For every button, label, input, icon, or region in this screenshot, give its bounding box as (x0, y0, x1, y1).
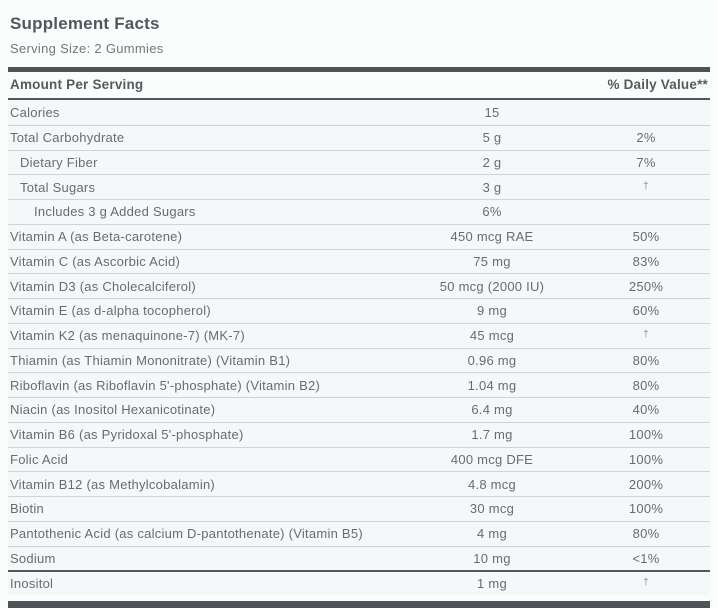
row-daily-value: <1% (632, 550, 660, 566)
row-amount-value: 4 mg (477, 526, 507, 542)
row-nutrient-label: Sodium (10, 550, 56, 566)
table-row: Calories 15 (8, 100, 710, 125)
table-row: Total Carbohydrate 5 g 2% (8, 124, 710, 150)
table-row: Vitamin B12 (as Methylcobalamin) 4.8 mcg… (8, 471, 710, 496)
row-nutrient-label: Vitamin K2 (as menaquinone-7) (MK-7) (10, 328, 245, 344)
table-row: Dietary Fiber 2 g 7% (8, 149, 710, 175)
row-amount-value: 1.7 mg (471, 427, 513, 443)
row-nutrient-label: Inositol (10, 576, 54, 592)
table-row: Riboflavin (as Riboflavin 5'-phosphate) … (8, 372, 710, 397)
row-nutrient-label: Folic Acid (10, 451, 69, 467)
row-daily-value: 80% (632, 352, 660, 368)
dagger-footnote-symbol: † (643, 329, 649, 341)
table-header-row: Amount Per Serving % Daily Value** (8, 72, 710, 100)
row-amount-value: 0.96 mg (467, 352, 517, 368)
facts-table-body: Calories 15 Total Carbohydrate 5 g 2% Di… (8, 100, 710, 595)
row-daily-value: 100% (628, 427, 664, 443)
row-daily-value: 200% (628, 476, 664, 492)
row-nutrient-label: Vitamin B6 (as Pyridoxal 5'-phosphate) (10, 427, 244, 443)
table-row: Inositol 1 mg † (8, 570, 710, 595)
table-row: Vitamin A (as Beta-carotene) 450 mcg RAE… (8, 223, 710, 249)
row-daily-value: † (582, 328, 710, 343)
row-daily-value: 80% (632, 377, 660, 393)
row-nutrient-label: Biotin (10, 501, 45, 517)
row-amount-value: 45 mcg (469, 328, 515, 344)
row-daily-value: † (582, 576, 710, 591)
row-nutrient-label: Calories (10, 104, 60, 120)
table-row: Vitamin C (as Ascorbic Acid) 75 mg 83% (8, 248, 710, 274)
table-row: Niacin (as Inositol Hexanicotinate) 6.4 … (8, 397, 710, 422)
row-daily-value: 40% (632, 402, 660, 418)
row-amount-value: 1.04 mg (467, 377, 517, 393)
row-amount-value: 5 g (482, 130, 502, 146)
row-daily-value: 250% (628, 278, 664, 294)
row-nutrient-label: Vitamin E (as d-alpha tocopherol) (10, 303, 211, 319)
row-daily-value: 2% (636, 130, 656, 146)
row-nutrient-label: Vitamin B12 (as Methylcobalamin) (10, 476, 216, 492)
table-row: Pantothenic Acid (as calcium D-pantothen… (8, 520, 710, 546)
row-amount-value: 4.8 mcg (468, 476, 516, 492)
top-divider-bar (8, 67, 710, 72)
row-amount-value: 400 mcg DFE (450, 451, 534, 467)
row-nutrient-label: Includes 3 g Added Sugars (34, 204, 196, 220)
row-amount-value: 2 g (482, 154, 502, 170)
table-row: Vitamin E (as d-alpha tocopherol) 9 mg 6… (8, 298, 710, 323)
row-nutrient-label: Vitamin D3 (as Cholecalciferol) (10, 278, 196, 294)
row-daily-value: 80% (632, 526, 660, 542)
row-amount-value: 6.4 mg (471, 402, 513, 418)
row-daily-value: † (582, 180, 710, 195)
table-row: Thiamin (as Thiamin Mononitrate) (Vitami… (8, 347, 710, 373)
row-nutrient-label: Riboflavin (as Riboflavin 5'-phosphate) … (10, 377, 321, 393)
table-row: Total Sugars 3 g † (8, 174, 710, 199)
row-daily-value: 50% (632, 229, 660, 245)
row-daily-value: 7% (636, 154, 656, 170)
row-amount-value: 1 mg (477, 576, 507, 592)
row-amount-value: 50 mcg (2000 IU) (439, 278, 545, 294)
page-title: Supplement Facts (10, 14, 160, 33)
table-row: Folic Acid 400 mcg DFE 100% (8, 446, 710, 472)
row-nutrient-label: Vitamin A (as Beta-carotene) (10, 229, 183, 245)
row-amount-value: 3 g (482, 179, 502, 195)
row-amount-value: 6% (482, 204, 502, 220)
row-nutrient-label: Thiamin (as Thiamin Mononitrate) (Vitami… (10, 352, 291, 368)
row-daily-value: 100% (628, 501, 664, 517)
row-amount-value: 75 mg (473, 253, 511, 269)
table-row: Vitamin B6 (as Pyridoxal 5'-phosphate) 1… (8, 421, 710, 447)
row-amount-value: 450 mcg RAE (450, 229, 534, 245)
row-nutrient-label: Total Carbohydrate (10, 130, 125, 146)
serving-size-text: Serving Size: 2 Gummies (10, 41, 164, 56)
table-row: Biotin 30 mcg 100% (8, 496, 710, 521)
row-amount-value: 15 (484, 104, 500, 120)
row-amount-value: 10 mg (473, 550, 511, 566)
bottom-divider-bar (8, 601, 710, 608)
row-nutrient-label: Vitamin C (as Ascorbic Acid) (10, 253, 181, 269)
table-row: Sodium 10 mg <1% (8, 545, 710, 571)
row-nutrient-label: Niacin (as Inositol Hexanicotinate) (10, 402, 216, 418)
table-row: Vitamin D3 (as Cholecalciferol) 50 mcg (… (8, 273, 710, 298)
row-amount-value: 30 mcg (469, 501, 515, 517)
table-row: Vitamin K2 (as menaquinone-7) (MK-7) 45 … (8, 322, 710, 348)
daily-value-header: % Daily Value** (607, 77, 708, 92)
row-amount-value: 9 mg (477, 303, 507, 319)
table-row: Includes 3 g Added Sugars 6% (8, 199, 710, 224)
row-nutrient-label: Total Sugars (20, 179, 96, 195)
row-nutrient-label: Dietary Fiber (20, 154, 98, 170)
amount-per-serving-header: Amount Per Serving (10, 77, 144, 92)
dagger-footnote-symbol: † (643, 180, 649, 192)
row-daily-value: 83% (632, 253, 660, 269)
row-daily-value: 100% (628, 451, 664, 467)
row-nutrient-label: Pantothenic Acid (as calcium D-pantothen… (10, 526, 363, 542)
dagger-footnote-symbol: † (643, 577, 649, 589)
row-daily-value: 60% (632, 303, 660, 319)
